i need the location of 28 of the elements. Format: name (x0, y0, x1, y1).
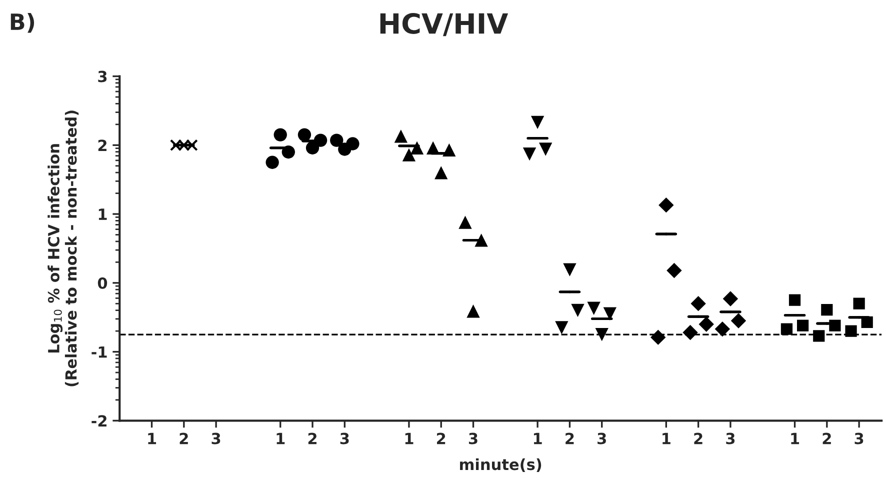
x-tick-label: 2 (437, 432, 446, 444)
x-tick-label: 1 (662, 432, 670, 444)
x-tick-label: 1 (405, 432, 414, 444)
x-tick-label: 3 (854, 432, 864, 444)
y-tick-label: 0 (98, 277, 108, 289)
x-axis-title: minute(s) (460, 458, 542, 472)
x-tick-label: 3 (468, 432, 478, 444)
x-tick-label: 1 (791, 432, 800, 444)
y-tick-label: 3 (98, 70, 107, 82)
y-tick-label: 2 (98, 140, 106, 151)
y-tick-label: 1 (98, 208, 107, 220)
x-tick-label: 2 (566, 432, 574, 444)
x-tick-label: 2 (822, 432, 831, 444)
x-tick-label: 1 (534, 432, 542, 444)
x-tick-label: 3 (212, 432, 220, 444)
x-tick-label: 3 (598, 432, 606, 444)
y-tick-label: -2 (92, 415, 106, 426)
x-tick-label: 2 (694, 432, 702, 444)
x-tick-label: 3 (726, 432, 735, 444)
y-tick-label: -1 (92, 346, 107, 358)
text: B) (10, 12, 34, 33)
x-tick-label: 1 (276, 432, 285, 444)
x-tick-label: 2 (180, 432, 188, 444)
chart-title: HCV/HIV (380, 12, 508, 36)
y-axis-title: Log$_{10}$ % of HCV infection (Relative to mock - non-treated) (48, 110, 79, 386)
x-tick-label: 1 (148, 432, 156, 444)
x-tick-label: 2 (308, 432, 316, 444)
x-tick-label: 3 (340, 432, 349, 444)
